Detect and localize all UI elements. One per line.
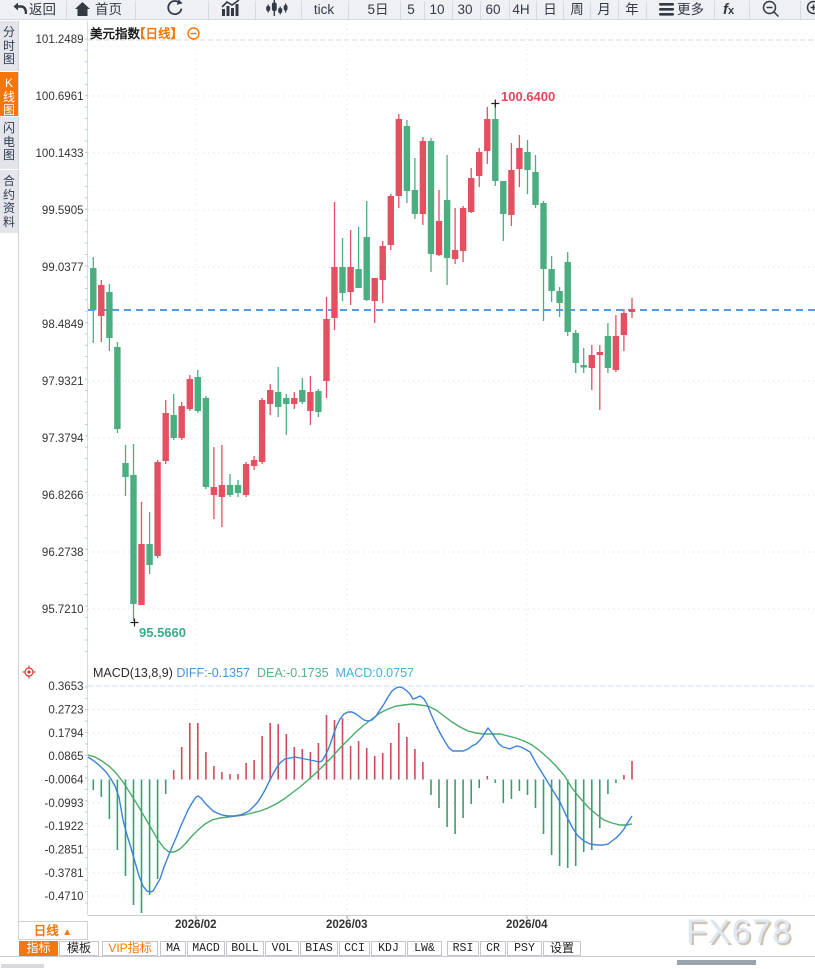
svg-text:95.7210: 95.7210: [42, 604, 84, 616]
svg-text:96.2738: 96.2738: [42, 547, 84, 559]
svg-text:0.0865: 0.0865: [48, 751, 83, 763]
svg-text:-0.0993: -0.0993: [44, 798, 83, 810]
svg-text:99.5905: 99.5905: [42, 205, 84, 217]
svg-text:100.6961: 100.6961: [36, 91, 84, 103]
svg-text:0.1794: 0.1794: [48, 728, 84, 740]
svg-text:-0.3781: -0.3781: [44, 868, 83, 880]
svg-text:100.1433: 100.1433: [36, 148, 84, 160]
svg-text:96.8266: 96.8266: [42, 490, 84, 502]
svg-text:101.2489: 101.2489: [36, 34, 84, 46]
svg-text:95.5660: 95.5660: [139, 625, 186, 640]
svg-text:-0.1922: -0.1922: [44, 821, 83, 833]
svg-text:0.3653: 0.3653: [48, 681, 83, 693]
svg-text:98.4849: 98.4849: [42, 319, 84, 331]
svg-text:-0.0064: -0.0064: [44, 775, 84, 787]
svg-text:0.2723: 0.2723: [48, 705, 83, 717]
svg-text:-0.2851: -0.2851: [44, 845, 83, 857]
svg-text:97.3794: 97.3794: [42, 433, 84, 445]
svg-text:99.0377: 99.0377: [42, 262, 84, 274]
svg-text:100.6400: 100.6400: [501, 89, 555, 104]
svg-text:97.9321: 97.9321: [42, 376, 84, 388]
svg-text:-0.4710: -0.4710: [44, 891, 83, 903]
